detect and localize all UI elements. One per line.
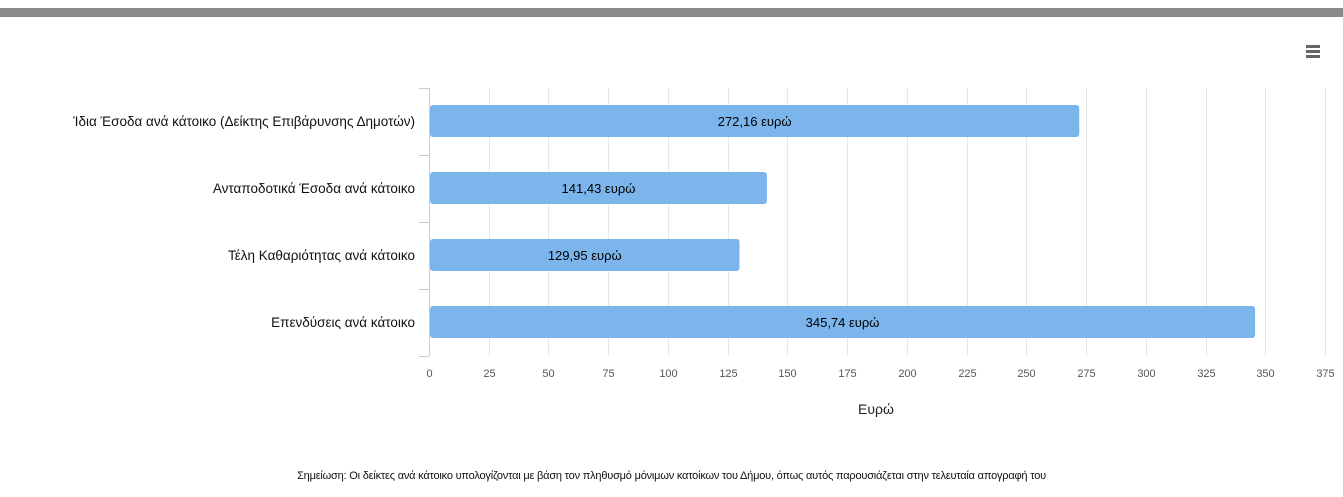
bars [430,105,1256,338]
labels: 0 25 50 75 100 125 150 175 200 225 250 275 300 325 350… [72,114,1334,380]
x-tick-label: 200 [898,368,916,380]
bar-data-label: 345,74 ευρώ [806,315,880,330]
category-label: Ανταποδοτικά Έσοδα ανά κάτοικο [213,181,415,196]
x-axis-title: Ευρώ [858,401,894,417]
x-tick-label: 75 [602,368,614,380]
bar[interactable] [430,306,1256,338]
x-tick-label: 300 [1137,368,1155,380]
bar[interactable] [430,172,767,204]
x-tick-label: 100 [659,368,677,380]
x-tick-label: 350 [1256,368,1274,380]
bar-data-label: 129,95 ευρώ [548,248,622,263]
bar-data-label: 272,16 ευρώ [718,114,792,129]
x-tick-label: 175 [838,368,856,380]
axes [419,88,430,357]
x-tick-label: 125 [719,368,737,380]
chart-context-menu-button[interactable] [1304,43,1324,61]
x-tick-label: 0 [426,368,432,380]
bar[interactable] [430,105,1080,137]
bar-chart: 0 25 50 75 100 125 150 175 200 225 250 275 300 325 350… [72,88,1335,417]
top-divider-bar [0,8,1343,17]
x-tick-label: 25 [483,368,495,380]
x-tick-label: 275 [1077,368,1095,380]
footnote: Σημείωση: Οι δείκτες ανά κάτοικο υπολογί… [297,470,1046,482]
x-tick-label: 225 [958,368,976,380]
bar-data-label: 141,43 ευρώ [562,181,636,196]
x-tick-label: 250 [1017,368,1035,380]
category-label: Ίδια Έσοδα ανά κάτοικο (Δείκτης Επιβάρυν… [72,114,415,129]
bar[interactable] [430,239,740,271]
x-tick-label: 375 [1316,368,1334,380]
x-tick-label: 150 [778,368,796,380]
category-label: Τέλη Καθαριότητας ανά κάτοικο [228,248,415,263]
x-tick-label: 325 [1197,368,1215,380]
category-label: Επενδύσεις ανά κάτοικο [271,315,415,330]
x-tick-label: 50 [542,368,554,380]
